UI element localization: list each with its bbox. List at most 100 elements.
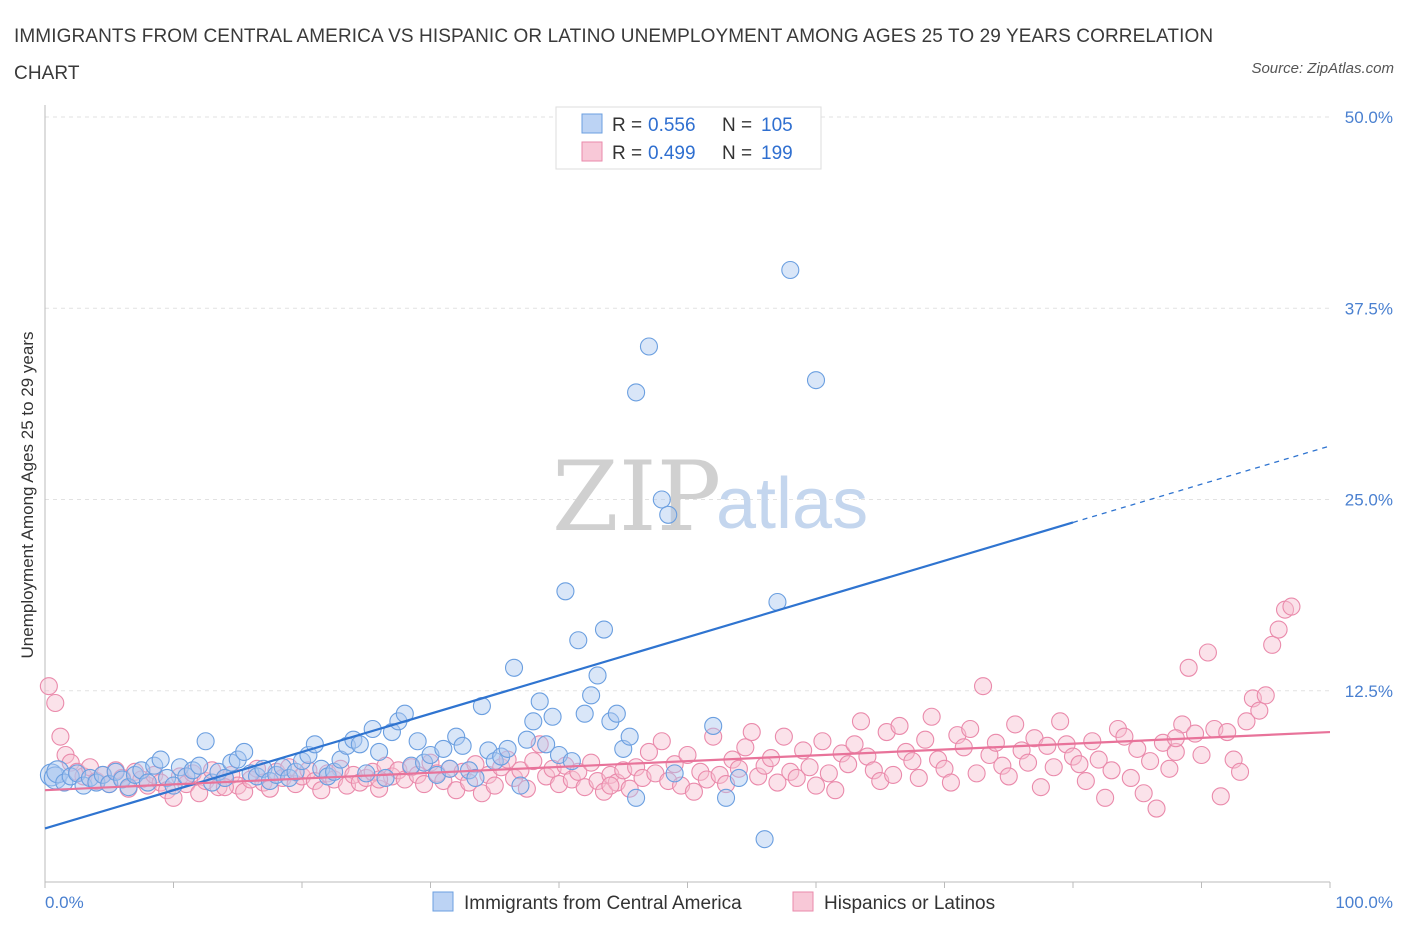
pink-point [1250,701,1269,720]
legend-r-value-1: 0.556 [648,115,696,136]
legend-r-label-1: R = [612,115,642,136]
pink-point [1134,784,1153,803]
watermark: ZIP atlas [552,441,868,553]
pink-point [704,727,723,746]
trend-line-hispanics [44,730,1331,792]
pink-point [1211,787,1230,806]
pink-point [774,727,793,746]
pink-point [903,752,922,771]
x-axis-ticks [44,882,1331,888]
pink-point [961,719,980,739]
blue-point [588,666,607,685]
blue-point [382,723,402,742]
blue-point [370,742,389,762]
trend-line-immigrants [44,521,1074,830]
blue-point [434,739,453,758]
x-tick-label-0: 0.0% [45,893,84,912]
pink-point [639,742,659,762]
pink-point [1231,762,1250,781]
legend-n-label-1: N = [722,115,752,136]
pink-point [1108,719,1128,739]
pink-point [929,750,948,769]
pink-point [1006,715,1025,734]
pink-point [39,677,58,696]
series-hispanics-points [39,597,1301,818]
y-tick-label: 12.5% [1345,682,1393,701]
pink-point [941,773,960,792]
blue-point [665,764,684,783]
pink-point [851,712,871,731]
pink-point [485,776,504,795]
pink-point [46,693,65,713]
blue-point [138,773,157,792]
legend-swatch-blue [581,113,603,134]
bottom-legend-label-immigrants: Immigrants from Central America [464,893,742,914]
blue-point [453,736,472,755]
pink-point [729,759,748,778]
pink-point [736,738,755,757]
pink-point [1160,759,1179,778]
blue-point [408,732,427,751]
pink-point [350,773,369,792]
blue-point [158,768,177,788]
pink-point [813,732,832,751]
bottom-legend-label-hispanics: Hispanics or Latinos [824,893,995,914]
pink-point [986,733,1005,752]
pink-point [415,775,434,794]
pink-point [1076,771,1095,791]
blue-point [466,768,485,788]
x-tick-label-100: 100.0% [1335,893,1393,912]
watermark-zip: ZIP [552,441,721,553]
series-legend: Immigrants from Central America Hispanic… [432,891,995,914]
blue-point [530,692,549,711]
pink-point [1192,745,1211,765]
y-tick-label: 37.5% [1345,299,1393,318]
pink-point [1263,635,1282,654]
pink-point [999,767,1018,786]
blue-point [556,582,575,601]
y-axis-label: Unemployment Among Ages 25 to 29 years [18,332,37,659]
blue-point [196,732,215,751]
pink-point [691,762,710,781]
pink-point [800,758,819,777]
source-label: Source: ZipAtlas.com [1251,60,1394,77]
blue-point [517,730,536,749]
pink-point [51,727,70,746]
blue-point [627,383,646,402]
pink-point [1186,724,1205,743]
blue-point [357,764,376,783]
blue-point [575,704,594,723]
pink-point [909,768,928,788]
blue-point [350,735,369,754]
blue-point [652,490,671,509]
pink-point [884,765,903,784]
blue-point [582,686,601,705]
trend-line-immigrants-extension [1072,445,1331,524]
blue-point [447,727,466,746]
pink-point [1237,712,1256,731]
pink-point [665,755,684,774]
pink-point [61,753,80,772]
pink-point [916,730,935,749]
chart-title: IMMIGRANTS FROM CENTRAL AMERICA VS HISPA… [14,26,1214,84]
pink-point [1256,686,1275,705]
pink-point [1147,799,1166,818]
bottom-legend-swatch-pink [792,891,814,912]
y-tick-label: 25.0% [1345,491,1393,510]
pink-point [1089,750,1108,769]
pink-point [1179,658,1198,677]
blue-point [504,658,524,677]
blue-point [537,735,556,754]
pink-point [684,782,703,801]
pink-point [601,776,620,795]
blue-point [601,712,620,731]
pink-point [890,716,909,735]
pink-point [1269,620,1288,639]
pink-point [620,779,639,798]
pink-point [1121,768,1140,788]
bottom-legend-swatch-blue [432,891,454,912]
pink-point [1102,761,1121,780]
blue-point [415,753,434,772]
pink-point [787,768,806,788]
